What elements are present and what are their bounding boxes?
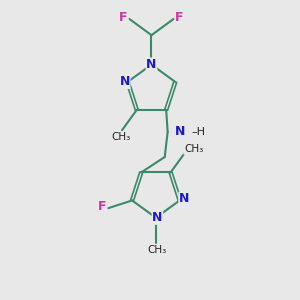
Text: –H: –H <box>191 127 205 137</box>
Text: F: F <box>119 11 128 24</box>
Text: F: F <box>175 11 184 24</box>
Text: CH₃: CH₃ <box>184 144 203 154</box>
Text: N: N <box>152 211 163 224</box>
Text: CH₃: CH₃ <box>148 245 167 255</box>
Text: N: N <box>179 193 189 206</box>
Text: N: N <box>146 58 157 71</box>
Text: CH₃: CH₃ <box>111 133 130 142</box>
Text: N: N <box>119 75 130 88</box>
Text: N: N <box>175 125 185 139</box>
Text: F: F <box>98 200 106 213</box>
